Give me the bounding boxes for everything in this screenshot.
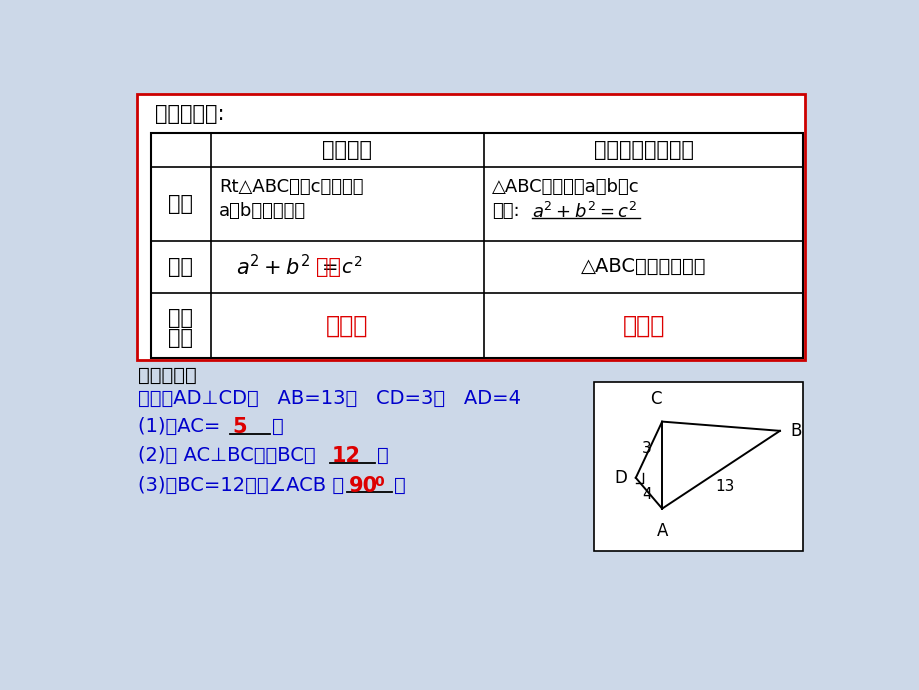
Text: ；: ； (393, 475, 405, 495)
Text: a、b为两直角边: a、b为两直角边 (219, 202, 306, 220)
Text: A: A (656, 522, 667, 540)
Text: $a^2+b^2=c^2$: $a^2+b^2=c^2$ (531, 202, 637, 222)
Text: 随堂检测：: 随堂检测： (138, 366, 197, 385)
Bar (137, 95, 804, 360)
Text: 求直角: 求直角 (621, 313, 664, 337)
Text: 作用: 作用 (168, 328, 193, 348)
Text: 勾股定理: 勾股定理 (323, 140, 372, 160)
Text: 90: 90 (348, 475, 378, 495)
Text: 3: 3 (641, 441, 651, 455)
Text: 直角: 直角 (315, 257, 340, 277)
Text: (1)则AC=: (1)则AC= (138, 417, 227, 436)
Text: (3)若BC=12，则∠ACB ＝: (3)若BC=12，则∠ACB ＝ (138, 475, 344, 495)
Text: $=c^2$: $=c^2$ (318, 256, 362, 278)
Text: △ABC的三边长a、b、c: △ABC的三边长a、b、c (491, 177, 639, 195)
Text: 满足:: 满足: (491, 202, 518, 220)
Text: 4: 4 (641, 487, 651, 502)
Text: 13: 13 (714, 479, 733, 494)
Text: 如图：AD⊥CD，   AB=13，   CD=3，   AD=4: 如图：AD⊥CD， AB=13， CD=3， AD=4 (138, 389, 521, 408)
Text: △ABC为直角三角形: △ABC为直角三角形 (580, 257, 706, 276)
Text: 12: 12 (332, 446, 360, 466)
Text: 0: 0 (374, 475, 384, 489)
Text: 题设: 题设 (168, 194, 193, 214)
Text: 5: 5 (233, 417, 247, 437)
Text: Rt△ABC中，c为斜边，: Rt△ABC中，c为斜边， (219, 177, 363, 195)
Bar (151, 133, 802, 357)
Text: B: B (790, 422, 801, 440)
Text: 主要: 主要 (168, 308, 193, 328)
Text: ；: ； (377, 446, 389, 465)
Text: $a^2+b^2$: $a^2+b^2$ (236, 254, 310, 279)
Bar (594, 382, 802, 551)
Text: C: C (650, 390, 661, 408)
Text: D: D (614, 469, 626, 487)
Text: ；: ； (271, 417, 283, 436)
Text: (2)若 AC⊥BC，则BC＝: (2)若 AC⊥BC，则BC＝ (138, 446, 315, 465)
Text: 结论: 结论 (168, 257, 193, 277)
Text: 勾股定理的逆定理: 勾股定理的逆定理 (593, 140, 693, 160)
Text: 知识点回顾:: 知识点回顾: (155, 104, 224, 124)
Text: 求边长: 求边长 (326, 313, 369, 337)
